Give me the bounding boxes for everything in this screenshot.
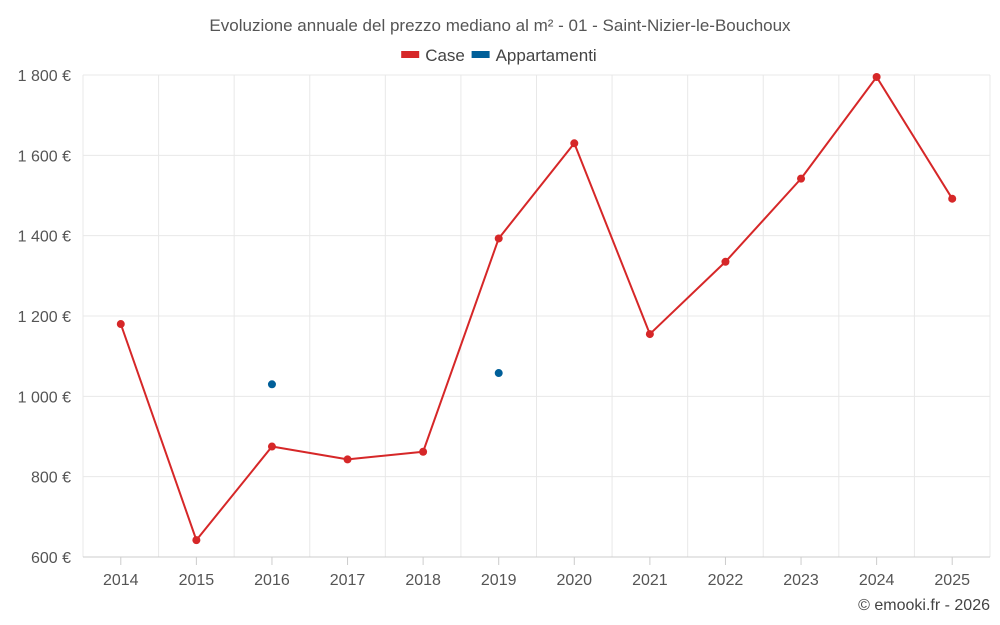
x-tick-label: 2021 (632, 572, 668, 589)
data-point-appartamenti-2016[interactable] (267, 380, 276, 389)
x-tick-label: 2022 (708, 572, 744, 589)
chart-title: Evoluzione annuale del prezzo mediano al… (209, 16, 791, 35)
y-tick-label: 600 € (31, 550, 71, 567)
legend-swatch (471, 51, 490, 58)
grid (82, 74, 991, 558)
data-point-case-2022[interactable] (721, 257, 730, 266)
y-tick-label: 800 € (31, 470, 71, 487)
data-point-case-2024[interactable] (872, 73, 881, 82)
x-tick-label: 2018 (405, 572, 441, 589)
data-point-case-2021[interactable] (645, 330, 654, 339)
x-tick-label: 2019 (481, 572, 517, 589)
x-tick-label: 2024 (859, 572, 895, 589)
x-tick-label: 2015 (179, 572, 215, 589)
y-tick-label: 1 200 € (18, 309, 71, 326)
data-point-case-2014[interactable] (116, 320, 125, 329)
legend-swatch (401, 51, 420, 58)
legend: Case Appartamenti (401, 46, 597, 65)
data-point-case-2015[interactable] (192, 536, 201, 545)
data-point-case-2016[interactable] (267, 442, 276, 451)
data-point-case-2023[interactable] (797, 174, 806, 183)
y-tick-label: 1 400 € (18, 229, 71, 246)
y-tick-label: 1 800 € (18, 68, 71, 85)
x-tick-label: 2016 (254, 572, 290, 589)
legend-label: Case (425, 46, 465, 65)
data-point-case-2019[interactable] (494, 234, 503, 243)
x-tick-label: 2017 (330, 572, 366, 589)
data-point-appartamenti-2019[interactable] (494, 369, 503, 378)
data-point-case-2017[interactable] (343, 455, 352, 464)
x-tick-label: 2020 (556, 572, 592, 589)
data-point-case-2020[interactable] (570, 139, 579, 148)
credit-text: © emooki.fr - 2026 (858, 597, 990, 614)
series (116, 73, 957, 545)
x-tick-label: 2014 (103, 572, 139, 589)
x-tick-label: 2023 (783, 572, 819, 589)
legend-label: Appartamenti (496, 46, 597, 65)
y-tick-label: 1 600 € (18, 148, 71, 165)
series-line-case (119, 76, 954, 542)
series-case (116, 73, 957, 545)
data-point-case-2025[interactable] (948, 194, 957, 203)
legend-item-appartamenti[interactable]: Appartamenti (471, 46, 597, 65)
data-point-case-2018[interactable] (419, 447, 428, 456)
series-appartamenti (267, 369, 503, 389)
legend-item-case[interactable]: Case (401, 46, 465, 65)
axes: 600 € 800 € 1 000 € 1 200 € 1 400 € 1 600 € 1 … (18, 68, 990, 589)
x-tick-label: 2025 (934, 572, 970, 589)
y-tick-label: 1 000 € (18, 389, 71, 406)
